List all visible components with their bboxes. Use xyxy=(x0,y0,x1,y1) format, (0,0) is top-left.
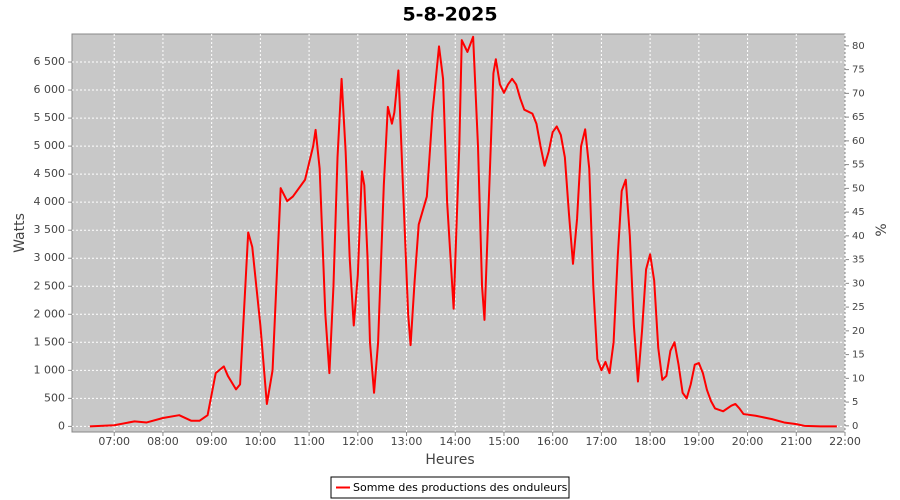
y2-tick-label: 60 xyxy=(852,136,865,147)
y-tick-label: 3 500 xyxy=(34,223,66,236)
y2-tick-label: 15 xyxy=(852,350,865,361)
legend: Somme des productions des onduleurs xyxy=(330,476,570,499)
y2-tick-label: 75 xyxy=(852,65,865,76)
x-tick-label: 12:00 xyxy=(342,435,374,448)
x-tick-label: 13:00 xyxy=(391,435,423,448)
plot-area xyxy=(71,33,846,433)
y-axis-label: Watts xyxy=(12,213,28,253)
x-tick-label: 08:00 xyxy=(147,435,179,448)
y-tick-label: 6 000 xyxy=(34,83,66,96)
y-tick-label: 4 500 xyxy=(34,167,66,180)
y2-tick-label: 30 xyxy=(852,278,865,289)
legend-box xyxy=(330,476,570,499)
y2-tick-label: 80 xyxy=(852,41,865,52)
y2-tick-label: 5 xyxy=(852,397,858,408)
y2-tick-label: 45 xyxy=(852,207,865,218)
x-tick-label: 16:00 xyxy=(537,435,569,448)
data-line xyxy=(89,35,837,428)
chart-title: 5-8-2025 xyxy=(402,4,497,26)
y2-axis-label: % xyxy=(874,223,890,236)
x-tick-label: 17:00 xyxy=(586,435,618,448)
y-tick-label: 1 500 xyxy=(34,335,66,348)
x-tick-label: 22:00 xyxy=(829,435,861,448)
x-tick-label: 10:00 xyxy=(245,435,277,448)
y-tick-label: 5 500 xyxy=(34,111,66,124)
y2-tick-label: 65 xyxy=(852,112,865,123)
x-tick-label: 15:00 xyxy=(488,435,520,448)
y-tick-label: 5 000 xyxy=(34,139,66,152)
y-tick-label: 500 xyxy=(44,391,65,404)
y2-tick-label: 70 xyxy=(852,88,865,99)
y2-tick-label: 0 xyxy=(852,421,858,432)
x-tick-label: 19:00 xyxy=(683,435,715,448)
y-tick-label: 6 500 xyxy=(34,55,66,68)
x-tick-label: 07:00 xyxy=(98,435,130,448)
x-tick-label: 21:00 xyxy=(780,435,812,448)
y-tick-label: 1 000 xyxy=(34,363,66,376)
y2-tick-label: 10 xyxy=(852,373,865,384)
y2-tick-label: 40 xyxy=(852,231,865,242)
y2-tick-label: 25 xyxy=(852,302,865,313)
y-tick-label: 2 000 xyxy=(34,307,66,320)
x-tick-label: 20:00 xyxy=(732,435,764,448)
x-tick-label: 18:00 xyxy=(634,435,666,448)
legend-label: Somme des productions des onduleurs xyxy=(353,481,568,494)
y2-tick-label: 20 xyxy=(852,326,865,337)
x-axis-label: Heures xyxy=(425,452,474,468)
x-tick-label: 14:00 xyxy=(439,435,471,448)
y2-tick-label: 50 xyxy=(852,183,865,194)
y2-tick-label: 55 xyxy=(852,160,865,171)
y-tick-label: 2 500 xyxy=(34,279,66,292)
y-tick-label: 3 000 xyxy=(34,251,66,264)
y2-tick-label: 35 xyxy=(852,255,865,266)
x-tick-label: 09:00 xyxy=(196,435,228,448)
x-tick-label: 11:00 xyxy=(293,435,325,448)
y-tick-label: 4 000 xyxy=(34,195,66,208)
y-tick-label: 0 xyxy=(58,419,65,432)
